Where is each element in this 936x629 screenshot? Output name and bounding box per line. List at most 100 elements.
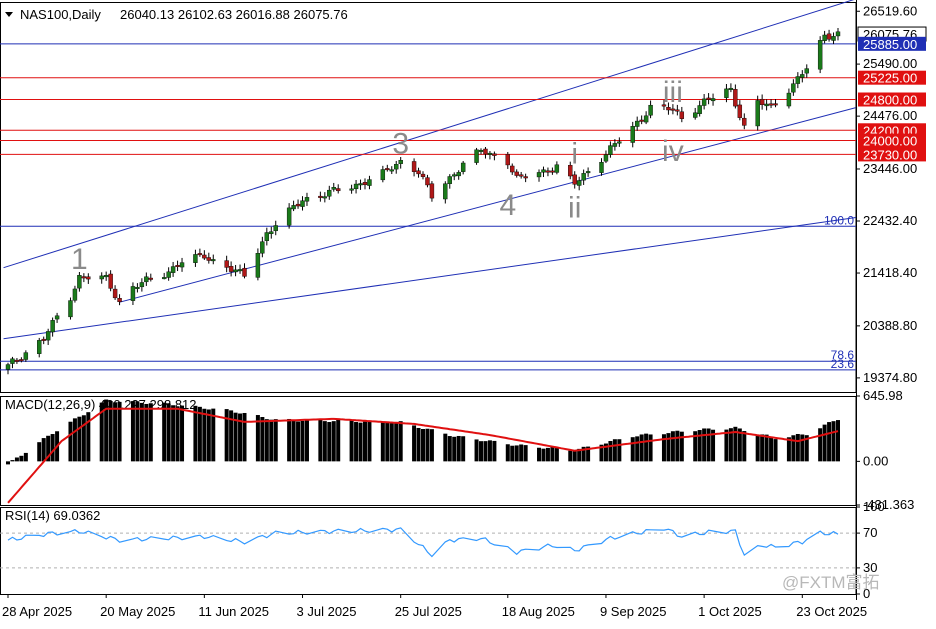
price-tag-label: 25225.00 [863,71,917,86]
candle-body [380,169,386,181]
macd-bar [233,412,238,462]
macd-bar [505,444,510,462]
macd-bar [242,412,247,462]
candle-body [242,267,247,277]
candle-body [755,100,760,127]
symbol-dropdown-icon[interactable] [5,12,13,17]
macd-bar [398,421,403,462]
candle-body [50,320,55,333]
candle-body [541,169,546,173]
fib-label: 78.6 [831,348,855,362]
macd-bar [14,457,19,462]
macd-bar [711,429,716,462]
candle-body [322,196,328,199]
candle-body [795,76,801,84]
macd-bar [608,440,613,462]
candle-body [211,259,216,262]
macd-bar [791,435,796,462]
macd-bar [742,431,747,462]
macd-bar [193,405,198,462]
macd-bar [461,436,466,462]
macd-bar [202,408,207,462]
macd-bar [269,419,274,462]
macd-tick-label: -431.363 [863,497,914,512]
macd-bar [523,445,528,462]
symbol-label: NAS100,Daily [20,7,101,22]
candle-body [706,97,711,100]
macd-bar [421,429,425,462]
price-tag [858,70,926,85]
candle-body [291,205,296,210]
macd-bar [568,450,573,462]
candle-body [420,173,426,178]
candle-body [786,92,792,107]
candle-body [358,183,363,186]
candle-body [197,253,203,256]
price-tick-label: 25490.00 [863,56,917,71]
candle-body [675,109,680,112]
macd-bar [728,428,733,462]
candle-body [483,148,488,155]
macd-tick-label: 0.00 [863,453,888,468]
macd-bar [670,431,675,462]
price-tick-label: 26519.60 [863,3,917,18]
macd-bar [260,417,265,462]
candle-body [581,173,586,181]
time-tick-label: 9 Sep 2025 [600,604,667,619]
candle-body [394,164,399,170]
candle-body [447,176,452,184]
candle-body [617,141,622,144]
macd-tick-label: 645.98 [863,388,903,403]
macd-bar [456,435,461,462]
candle-body [23,352,29,360]
candle-body [117,298,122,303]
time-tick-label: 28 Apr 2025 [2,604,72,619]
macd-bar [41,438,46,462]
candle-body [19,359,24,362]
candle-body [661,104,667,107]
macd-bar [394,422,399,462]
macd-bar [362,421,367,462]
candle-body [45,331,51,341]
macd-bar [795,433,800,462]
candle-body [108,273,113,289]
candle-body [737,104,743,118]
macd-bar [304,419,309,462]
price-tag-label: 25885.00 [863,37,917,52]
candle-body [179,262,185,268]
macd-bar [581,446,586,462]
candle-body [362,182,368,186]
macd-bar [144,403,149,462]
candle-body [460,162,466,172]
wave-label: 4 [499,189,516,222]
macd-bar [639,434,644,462]
time-tick-label: 25 Jul 2025 [395,604,462,619]
channel-base-line [3,217,856,340]
candle-body [398,160,403,164]
candle-body [817,40,823,70]
macd-bar [510,445,515,462]
macd-bar [550,447,555,462]
macd-bar [599,444,604,462]
candle-body [144,276,149,283]
candle-body [585,171,591,174]
macd-bar [416,427,421,462]
candle-body [41,338,46,341]
wave-label: iv [662,135,684,168]
candle-body [568,165,573,177]
macd-bar [291,420,296,462]
candle-body [764,103,769,107]
macd-bar [702,428,707,462]
macd-signal-line [7,407,839,504]
candle-body [72,288,78,301]
candle-body [161,277,167,280]
macd-bar [23,452,28,462]
macd-bar [519,444,524,462]
candle-body [603,154,609,162]
candle-body [429,183,435,199]
candle-body [81,276,87,279]
macd-bar [273,419,278,462]
candle-body [318,195,323,198]
macd-bar [19,455,24,462]
macd-bar [327,422,332,462]
